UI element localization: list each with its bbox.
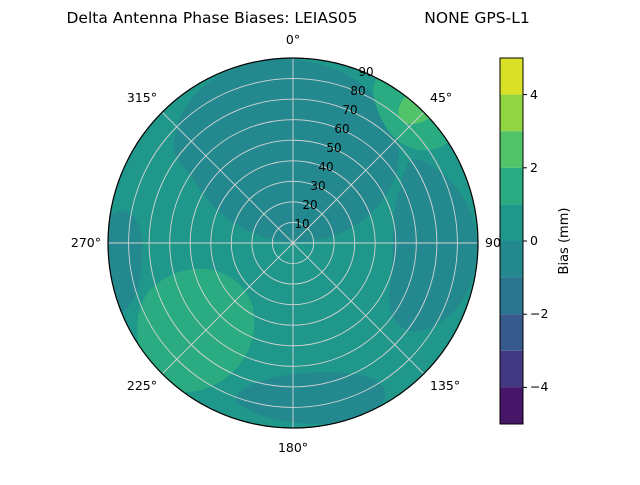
colorbar-band-1-2 — [500, 167, 523, 205]
angular-tick-225: 225° — [127, 378, 157, 393]
colorbar-tick-labels: 4 2 0 −2 −4 — [530, 87, 548, 394]
polar-grid — [108, 58, 478, 428]
angular-tick-315: 315° — [127, 90, 157, 105]
chart-title-left: Delta Antenna Phase Biases: LEIAS05 — [66, 9, 357, 27]
colorbar-axis-label: Bias (mm) — [557, 208, 572, 275]
radial-tick-20: 20 — [302, 198, 317, 212]
polar-plot: 0° 45° 90 135° 180° 225° 270° 315° 10 20… — [71, 32, 501, 455]
colorbar-band-3-4 — [500, 94, 523, 132]
radial-tick-50: 50 — [326, 141, 341, 155]
radial-tick-40: 40 — [318, 160, 333, 174]
colorbar-tick-0: 0 — [530, 233, 538, 248]
radial-tick-10: 10 — [294, 217, 309, 231]
radial-tick-labels: 10 20 30 40 50 60 70 80 90 — [294, 65, 373, 231]
colorbar-band-m4-m3 — [500, 350, 523, 388]
angular-tick-135: 135° — [430, 378, 460, 393]
colorbar-band-4-5 — [500, 58, 523, 95]
contour-blob-negative-top — [173, 59, 399, 243]
angular-tick-270: 270° — [71, 235, 101, 250]
colorbar-tick-m2: −2 — [530, 306, 548, 321]
contour-blob-positive-lowerleft — [137, 268, 255, 393]
angular-tick-90: 90 — [485, 235, 501, 250]
colorbar-band-m2-m1 — [500, 277, 523, 315]
colorbar-band-m3-m2 — [500, 314, 523, 351]
colorbar-ticks — [523, 94, 527, 388]
radial-tick-60: 60 — [334, 122, 349, 136]
colorbar-tick-m4: −4 — [530, 379, 548, 394]
angular-tick-labels: 0° 45° 90 135° 180° 225° 270° 315° — [71, 32, 501, 455]
contour-blob-negative-right — [389, 159, 478, 332]
colorbar-tick-2: 2 — [530, 160, 538, 175]
colorbar-band-m5-m4 — [500, 387, 523, 424]
contour-blob-negative-left — [108, 211, 143, 312]
colorbar-bands — [500, 58, 523, 424]
radial-tick-70: 70 — [342, 103, 357, 117]
colorbar-band-m1-0 — [500, 241, 523, 278]
angular-tick-180: 180° — [278, 440, 308, 455]
angular-tick-0: 0° — [286, 32, 300, 47]
radial-tick-30: 30 — [310, 179, 325, 193]
angular-tick-45: 45° — [430, 90, 452, 105]
chart-title-right: NONE GPS-L1 — [424, 9, 529, 27]
polar-axis-boundary — [107, 57, 479, 429]
colorbar-band-0-1 — [500, 204, 523, 241]
colorbar-band-2-3 — [500, 131, 523, 168]
colorbar-tick-4: 4 — [530, 87, 538, 102]
radial-tick-90: 90 — [358, 65, 373, 79]
colorbar: 4 2 0 −2 −4 Bias (mm) — [499, 57, 572, 425]
radial-tick-80: 80 — [350, 84, 365, 98]
